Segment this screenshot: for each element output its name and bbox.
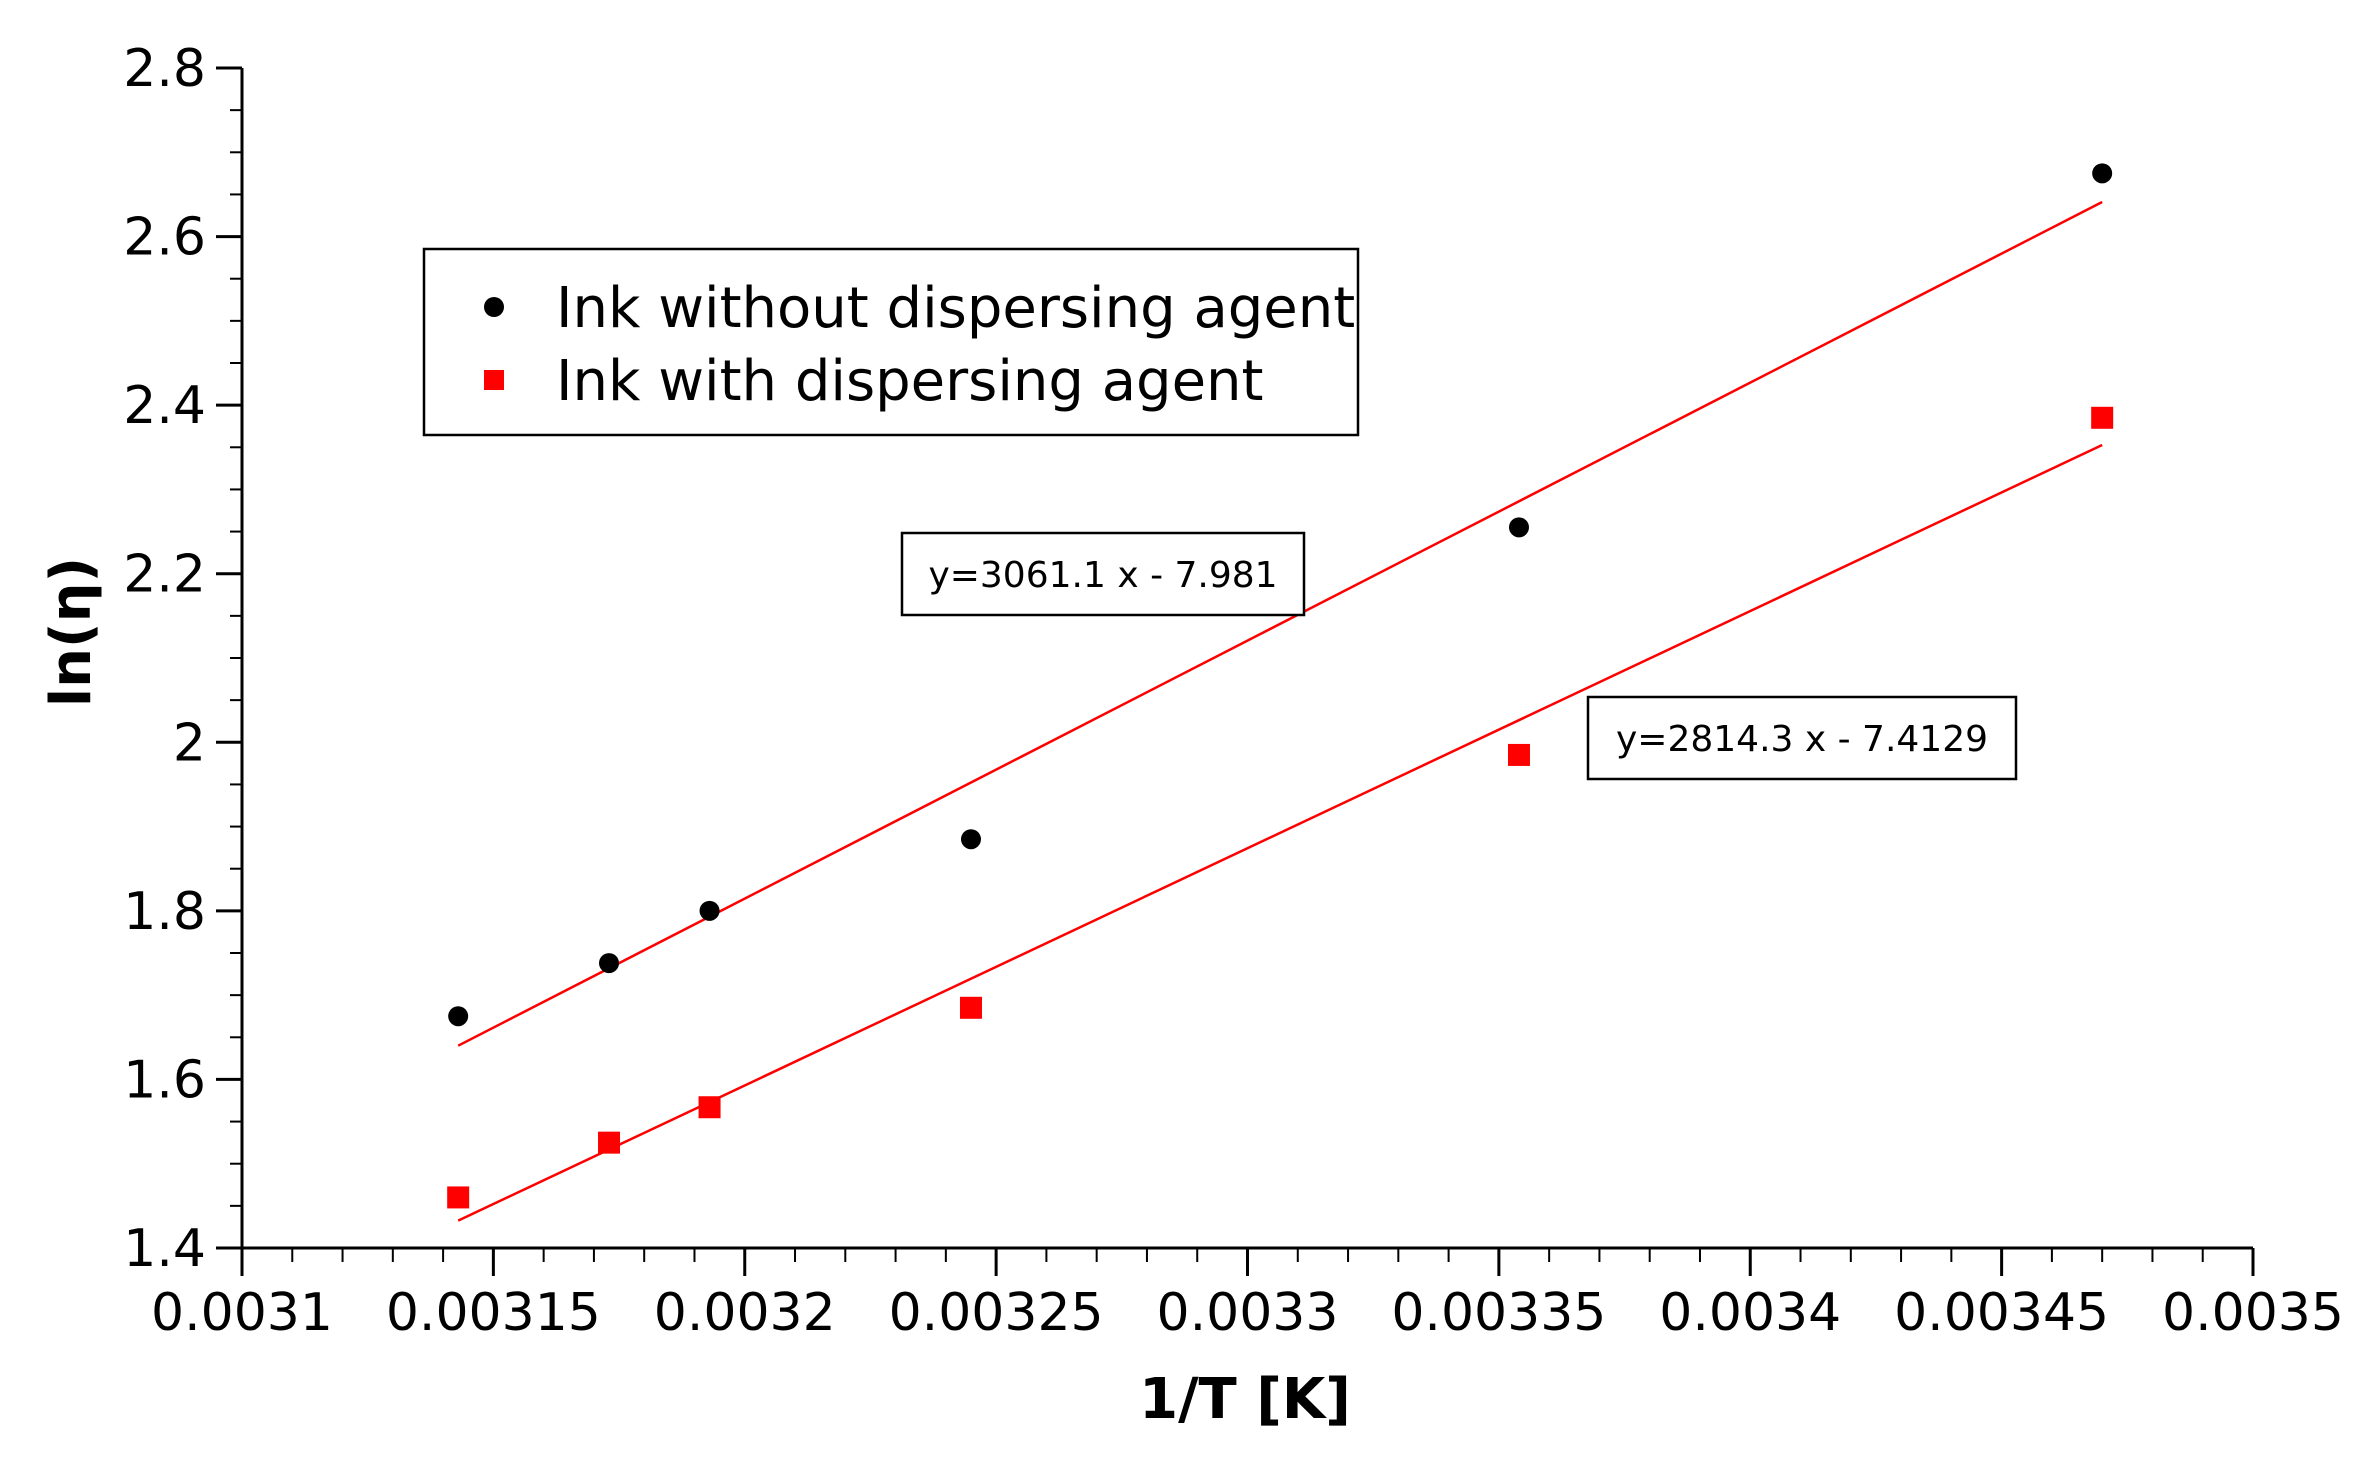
plot-layer: 0.0031 0.00315 0.0032 0.00325 0.0033 0.00335 0…: [123, 39, 2344, 1343]
legend: Ink without dispersing agent Ink with dis…: [422, 247, 1360, 437]
data-point-without-agent: [1508, 517, 1529, 538]
data-point-with-agent: [1507, 743, 1530, 766]
legend-label: Ink with dispersing agent: [556, 349, 1264, 414]
data-point-with-agent: [959, 996, 982, 1019]
y-tick-label: 1.6: [123, 1050, 206, 1110]
x-tick-label: 0.0031: [151, 1283, 333, 1343]
y-tick-label: 2.2: [123, 545, 206, 605]
data-point-without-agent: [960, 829, 981, 850]
y-tick-label: 2: [173, 713, 206, 773]
y-tick-label: 2.8: [123, 39, 206, 99]
data-point-without-agent: [2092, 163, 2113, 184]
x-tick-label: 0.00345: [1894, 1283, 2109, 1343]
legend-frame: [422, 247, 1360, 437]
legend-label: Ink without dispersing agent: [556, 276, 1355, 341]
equation-label: y=3061.1 x - 7.981: [928, 555, 1277, 596]
fit-line-1: [457, 200, 2103, 1047]
fit-line-2: [457, 443, 2103, 1222]
y-tick-label: 2.6: [123, 208, 206, 268]
equation-box-2: y=2814.3 x - 7.4129: [1586, 695, 2018, 781]
data-point-with-agent: [598, 1131, 621, 1154]
x-tick-label: 0.0034: [1659, 1283, 1841, 1343]
data-point-without-agent: [699, 900, 720, 921]
x-tick-label: 0.00315: [386, 1283, 601, 1343]
y-axis-title: ln(η): [39, 557, 104, 707]
data-point-with-agent: [447, 1186, 470, 1209]
data-point-without-agent: [599, 953, 620, 974]
y-tick-label: 1.8: [123, 882, 206, 942]
equation-box-1: y=3061.1 x - 7.981: [900, 531, 1306, 617]
x-tick-label: 0.0032: [654, 1283, 836, 1343]
legend-marker: [484, 370, 504, 390]
x-tick-label: 0.00325: [889, 1283, 1104, 1343]
equation-label: y=2814.3 x - 7.4129: [1616, 719, 1988, 760]
x-axis-title: 1/T [K]: [1139, 1367, 1351, 1432]
legend-marker: [484, 297, 504, 317]
equation-frame: [1586, 695, 2018, 781]
equation-frame: [900, 531, 1306, 617]
legend-item-1: Ink without dispersing agent: [484, 276, 1355, 341]
y-tick-label: 1.4: [123, 1219, 206, 1279]
x-tick-label: 0.00335: [1391, 1283, 1606, 1343]
x-tick-label: 0.0035: [2162, 1283, 2344, 1343]
data-point-without-agent: [448, 1006, 469, 1027]
data-point-with-agent: [698, 1096, 721, 1119]
y-tick-label: 2.4: [123, 376, 206, 436]
legend-item-2: Ink with dispersing agent: [484, 349, 1264, 414]
data-point-with-agent: [2091, 406, 2114, 429]
x-tick-label: 0.0033: [1157, 1283, 1339, 1343]
